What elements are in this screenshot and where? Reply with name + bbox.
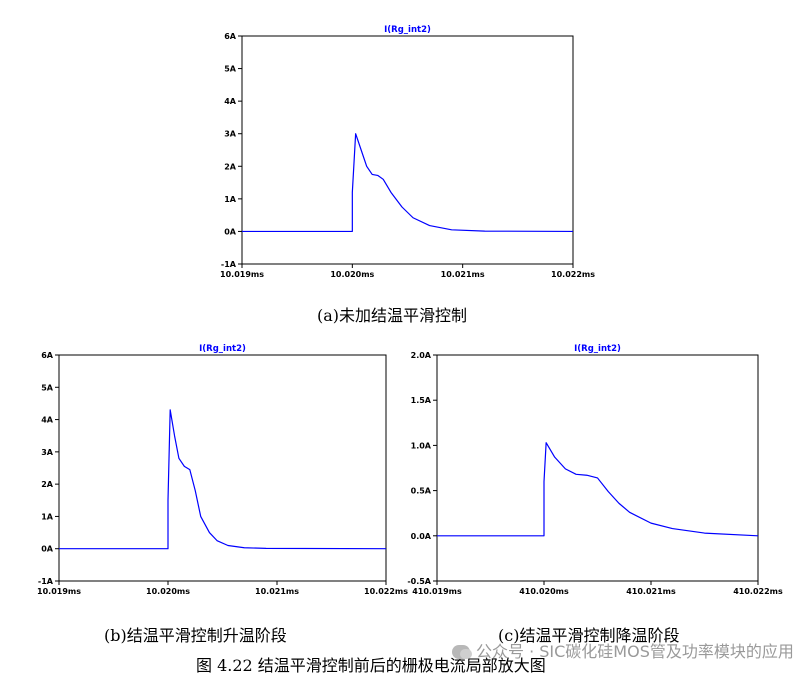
x-tick-label: 10.020ms xyxy=(330,270,374,279)
figure-caption: 图 4.22 结温平滑控制前后的栅极电流局部放大图 xyxy=(196,656,546,675)
y-tick-label: 0.5A xyxy=(411,487,432,496)
x-tick-label: 10.020ms xyxy=(146,587,190,596)
caption-b: (b)结温平滑控制升温阶段 xyxy=(104,626,287,645)
y-tick-label: -0.5A xyxy=(407,577,431,586)
y-tick-label: 0A xyxy=(41,545,54,554)
caption-c: (c)结温平滑控制降温阶段 xyxy=(498,626,680,645)
y-tick-label: 1A xyxy=(41,512,54,521)
y-tick-label: 4A xyxy=(41,416,54,425)
chart-title: I(Rg_int2) xyxy=(384,25,431,35)
x-tick-label: 10.022ms xyxy=(551,270,595,279)
y-tick-label: 6A xyxy=(41,351,54,360)
x-tick-label: 10.019ms xyxy=(220,270,264,279)
x-tick-label: 410.019ms xyxy=(412,587,462,596)
y-tick-label: 1A xyxy=(224,195,237,204)
x-tick-label: 10.021ms xyxy=(441,270,485,279)
y-tick-label: 6A xyxy=(224,32,237,41)
plot-frame xyxy=(241,35,574,265)
y-tick-label: 2A xyxy=(224,162,237,171)
chart-2: I(Rg_int2)2.0A1.5A1.0A0.5A0.0A-0.5A410.0… xyxy=(407,344,783,596)
series-line xyxy=(437,442,759,537)
x-tick-label: 410.020ms xyxy=(519,587,569,596)
x-tick-label: 10.019ms xyxy=(37,587,81,596)
y-tick-label: 3A xyxy=(41,448,54,457)
plot-frame xyxy=(436,354,759,582)
y-tick-label: 0.0A xyxy=(411,532,432,541)
x-tick-label: 410.021ms xyxy=(626,587,676,596)
series-line xyxy=(242,133,574,233)
chart-title: I(Rg_int2) xyxy=(574,344,621,354)
caption-a: (a)未加结温平滑控制 xyxy=(317,306,468,325)
y-tick-label: 1.0A xyxy=(411,441,432,450)
y-tick-label: 1.5A xyxy=(411,396,432,405)
y-tick-label: 5A xyxy=(224,65,237,74)
x-tick-label: 10.021ms xyxy=(255,587,299,596)
x-tick-label: 10.022ms xyxy=(364,587,408,596)
y-tick-label: 2A xyxy=(41,480,54,489)
y-tick-label: 4A xyxy=(224,97,237,106)
y-tick-label: 2.0A xyxy=(411,351,432,360)
y-tick-label: -1A xyxy=(38,577,54,586)
y-tick-label: 5A xyxy=(41,383,54,392)
series-line xyxy=(59,409,387,550)
watermark: 公众号 · SIC碳化硅MOS管及功率模块的应用 xyxy=(452,638,794,662)
watermark-text: 公众号 · SIC碳化硅MOS管及功率模块的应用 xyxy=(476,642,794,661)
y-tick-label: -1A xyxy=(221,260,237,269)
x-tick-label: 410.022ms xyxy=(733,587,783,596)
wechat-icon xyxy=(452,645,472,659)
y-tick-label: 0A xyxy=(224,227,237,236)
plot-frame xyxy=(58,354,387,582)
y-tick-label: 3A xyxy=(224,130,237,139)
chart-title: I(Rg_int2) xyxy=(199,344,246,354)
